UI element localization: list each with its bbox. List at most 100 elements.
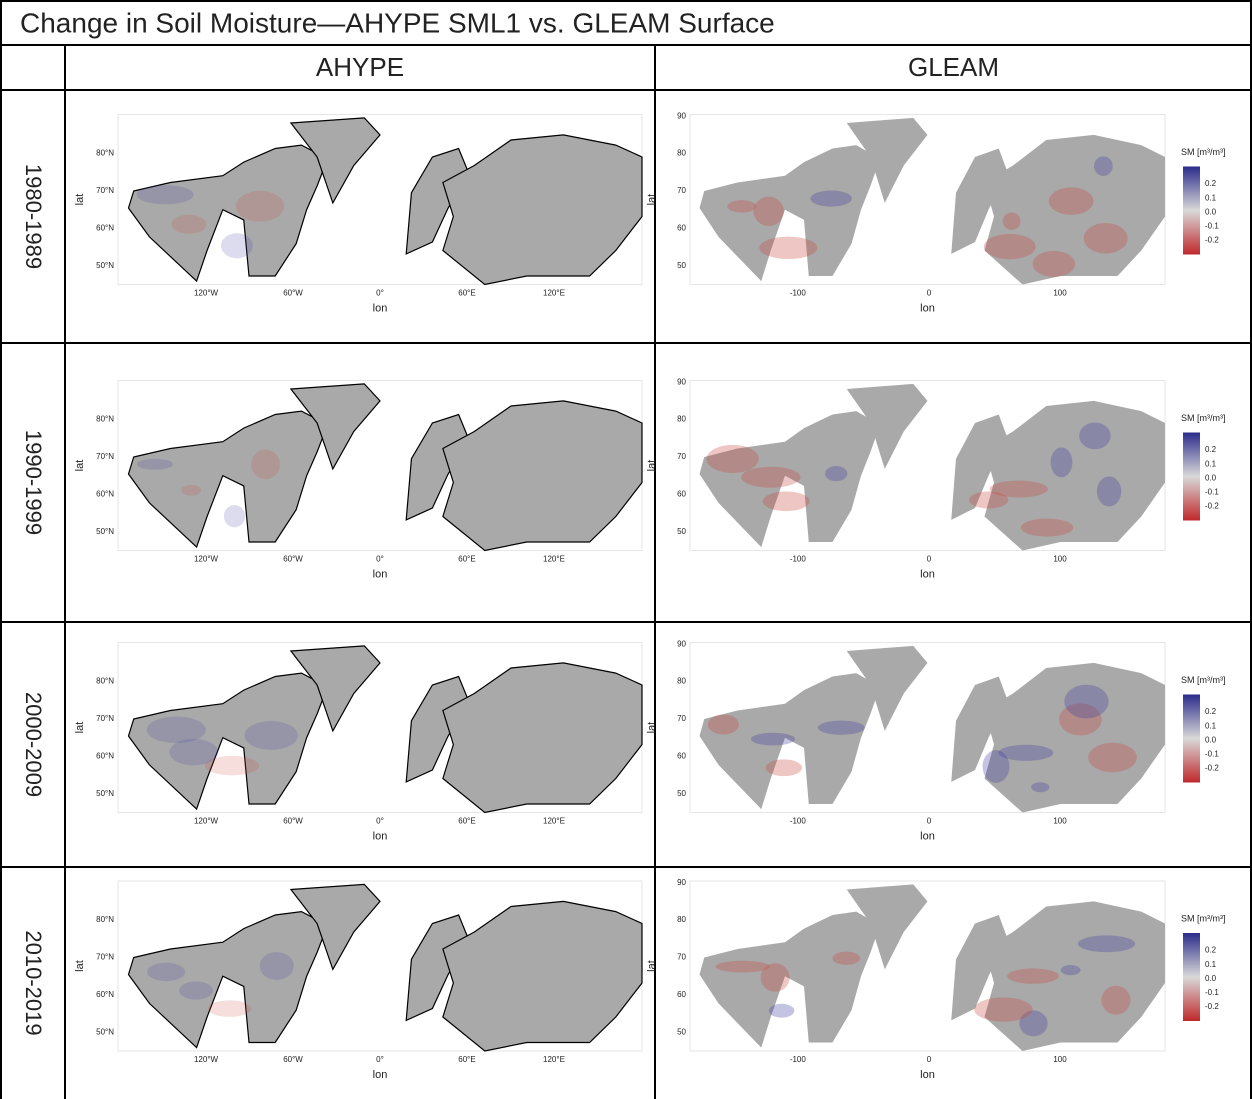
y-tick-label: 70°N bbox=[96, 452, 114, 461]
x-tick-label: 60°E bbox=[458, 289, 475, 298]
legend-tick-label: -0.2 bbox=[1205, 764, 1219, 773]
x-tick-label: 120°W bbox=[194, 817, 219, 826]
moisture-patch bbox=[825, 466, 847, 481]
y-tick-label: 80 bbox=[677, 415, 686, 424]
moisture-patch bbox=[1079, 422, 1111, 449]
y-axis-title: lat bbox=[646, 722, 658, 734]
moisture-patch bbox=[181, 485, 201, 496]
x-axis-title: lon bbox=[920, 568, 935, 580]
legend-title: SM [m³/m³] bbox=[1181, 913, 1226, 923]
moisture-patch bbox=[260, 952, 294, 980]
x-tick-label: -100 bbox=[790, 289, 807, 298]
moisture-patch bbox=[224, 505, 245, 527]
moisture-patch bbox=[727, 200, 756, 212]
y-tick-label: 50°N bbox=[96, 789, 114, 798]
x-axis-title: lon bbox=[920, 1069, 935, 1081]
y-axis-title: lat bbox=[646, 194, 658, 206]
x-tick-label: 100 bbox=[1053, 1055, 1067, 1064]
legend-tick-label: 0.0 bbox=[1205, 974, 1217, 983]
y-tick-label: 70°N bbox=[96, 186, 114, 195]
y-tick-label: 60°N bbox=[96, 490, 114, 499]
legend-tick-label: -0.2 bbox=[1205, 1002, 1219, 1011]
moisture-patch bbox=[818, 721, 865, 735]
x-axis-title: lon bbox=[373, 830, 388, 842]
moisture-patch bbox=[1088, 743, 1137, 772]
x-tick-label: 60°W bbox=[283, 1055, 303, 1064]
figure: Change in Soil Moisture—AHYPE SML1 vs. G… bbox=[0, 0, 1252, 1099]
y-tick-label: 60 bbox=[677, 990, 686, 999]
x-axis-title: lon bbox=[920, 302, 935, 314]
y-tick-label: 60°N bbox=[96, 990, 114, 999]
moisture-patch bbox=[137, 185, 194, 204]
x-tick-label: 60°W bbox=[283, 555, 303, 564]
moisture-patch bbox=[1101, 986, 1130, 1015]
legend-tick-label: 0.2 bbox=[1205, 445, 1217, 454]
y-tick-label: 80 bbox=[677, 149, 686, 158]
legend-tick-label: -0.2 bbox=[1205, 236, 1219, 245]
y-axis-title: lat bbox=[74, 460, 86, 472]
moisture-patch bbox=[761, 963, 790, 991]
moisture-patch bbox=[983, 750, 1010, 783]
x-tick-label: -100 bbox=[790, 555, 807, 564]
legend-tick-label: 0.0 bbox=[1205, 735, 1217, 744]
moisture-patch bbox=[716, 961, 770, 973]
moisture-patch bbox=[221, 233, 253, 258]
x-tick-label: 0° bbox=[376, 1055, 384, 1064]
x-tick-label: -100 bbox=[790, 1055, 807, 1064]
legend-tick-label: 0.1 bbox=[1205, 459, 1217, 468]
x-tick-label: 0° bbox=[376, 289, 384, 298]
y-tick-label: 90 bbox=[677, 377, 686, 386]
y-tick-label: 50°N bbox=[96, 261, 114, 270]
legend-title: SM [m³/m³] bbox=[1181, 147, 1226, 157]
y-tick-label: 70°N bbox=[96, 953, 114, 962]
moisture-patch bbox=[251, 449, 280, 479]
moisture-patch bbox=[137, 459, 173, 470]
legend-title: SM [m³/m³] bbox=[1181, 413, 1226, 423]
x-tick-label: 120°E bbox=[543, 1055, 565, 1064]
y-axis-title: lat bbox=[74, 960, 86, 972]
y-tick-label: 90 bbox=[677, 111, 686, 120]
x-tick-label: 0° bbox=[376, 555, 384, 564]
legend-tick-label: 0.2 bbox=[1205, 179, 1217, 188]
y-axis-title: lat bbox=[74, 194, 86, 206]
y-tick-label: 80°N bbox=[96, 415, 114, 424]
moisture-patch bbox=[1084, 223, 1128, 254]
y-tick-label: 90 bbox=[677, 639, 686, 648]
x-tick-label: 60°W bbox=[283, 289, 303, 298]
moisture-patch bbox=[766, 759, 802, 776]
moisture-patch bbox=[707, 445, 759, 473]
x-axis-title: lon bbox=[373, 568, 388, 580]
moisture-patch bbox=[179, 981, 213, 999]
x-tick-label: 120°E bbox=[543, 289, 565, 298]
x-tick-label: -100 bbox=[790, 817, 807, 826]
moisture-patch bbox=[244, 721, 298, 750]
moisture-patch bbox=[1064, 685, 1108, 719]
moisture-patch bbox=[1094, 156, 1113, 176]
legend-tick-label: 0.1 bbox=[1205, 721, 1217, 730]
x-tick-label: 120°W bbox=[194, 289, 219, 298]
legend-colorbar bbox=[1183, 167, 1200, 255]
y-tick-label: 70 bbox=[677, 714, 686, 723]
legend-tick-label: -0.2 bbox=[1205, 502, 1219, 511]
moisture-patch bbox=[1007, 968, 1059, 983]
moisture-patch bbox=[1061, 965, 1081, 975]
moisture-patch bbox=[969, 492, 1008, 509]
row-label: 2010-2019 bbox=[21, 930, 46, 1035]
moisture-patch bbox=[1003, 212, 1021, 230]
x-tick-label: 0° bbox=[376, 817, 384, 826]
y-tick-label: 80°N bbox=[96, 677, 114, 686]
figure-title: Change in Soil Moisture—AHYPE SML1 vs. G… bbox=[20, 7, 775, 38]
legend-tick-label: -0.1 bbox=[1205, 221, 1219, 230]
y-axis-title: lat bbox=[74, 722, 86, 734]
y-tick-label: 50 bbox=[677, 1027, 686, 1036]
x-axis-title: lon bbox=[373, 302, 388, 314]
row-label: 1990-1999 bbox=[21, 430, 46, 535]
y-tick-label: 50 bbox=[677, 527, 686, 536]
legend-tick-label: 0.0 bbox=[1205, 207, 1217, 216]
moisture-patch bbox=[171, 215, 206, 234]
y-tick-label: 60 bbox=[677, 490, 686, 499]
y-tick-label: 70 bbox=[677, 186, 686, 195]
y-tick-label: 50°N bbox=[96, 1027, 114, 1036]
legend-tick-label: 0.2 bbox=[1205, 707, 1217, 716]
column-header: GLEAM bbox=[908, 52, 999, 82]
